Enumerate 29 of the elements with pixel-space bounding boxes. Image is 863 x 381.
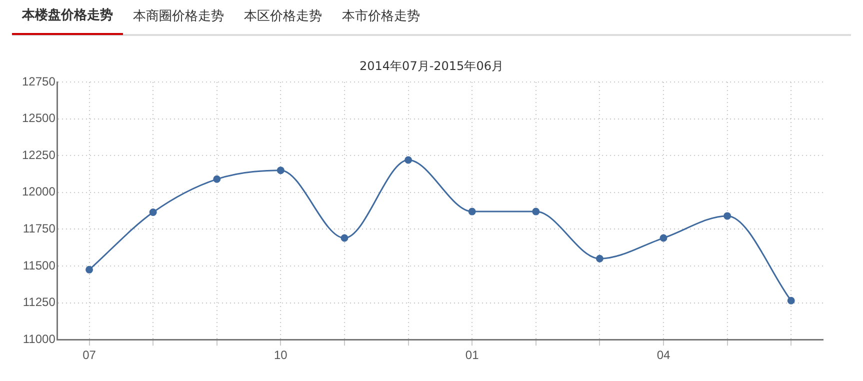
text: 本商圈价格走势 [132, 8, 225, 26]
x-tick-label: 04 [656, 348, 670, 362]
x-tick-label: 01 [465, 348, 480, 362]
y-tick-label: 12750 [22, 74, 56, 88]
point [86, 266, 94, 274]
point [596, 254, 604, 262]
chart-title: 2014年07月-2015年06月 [358, 58, 504, 73]
point [532, 208, 540, 216]
point [213, 175, 221, 183]
y-tick-label: 11750 [22, 222, 56, 236]
y-tick-label: 11000 [22, 332, 56, 346]
y-tick-label: 12250 [22, 148, 56, 162]
point [787, 296, 795, 304]
y-tick-label: 11250 [22, 295, 56, 310]
point [149, 208, 157, 216]
point [276, 166, 284, 174]
text: 本楼盘价格走势 [12, 0, 123, 35]
x-tick-label: 07 [82, 348, 96, 362]
y-tick-label: 12000 [22, 184, 56, 199]
point [404, 156, 412, 164]
y-tick-label: 11500 [22, 258, 56, 272]
point [660, 234, 668, 242]
point [724, 212, 732, 220]
x-tick-label: 10 [274, 348, 288, 362]
y-tick-label: 12500 [22, 111, 56, 126]
point [340, 234, 348, 242]
text: 本市价格走势 [341, 8, 421, 26]
text: 本区价格走势 [243, 8, 323, 26]
point [468, 208, 476, 216]
